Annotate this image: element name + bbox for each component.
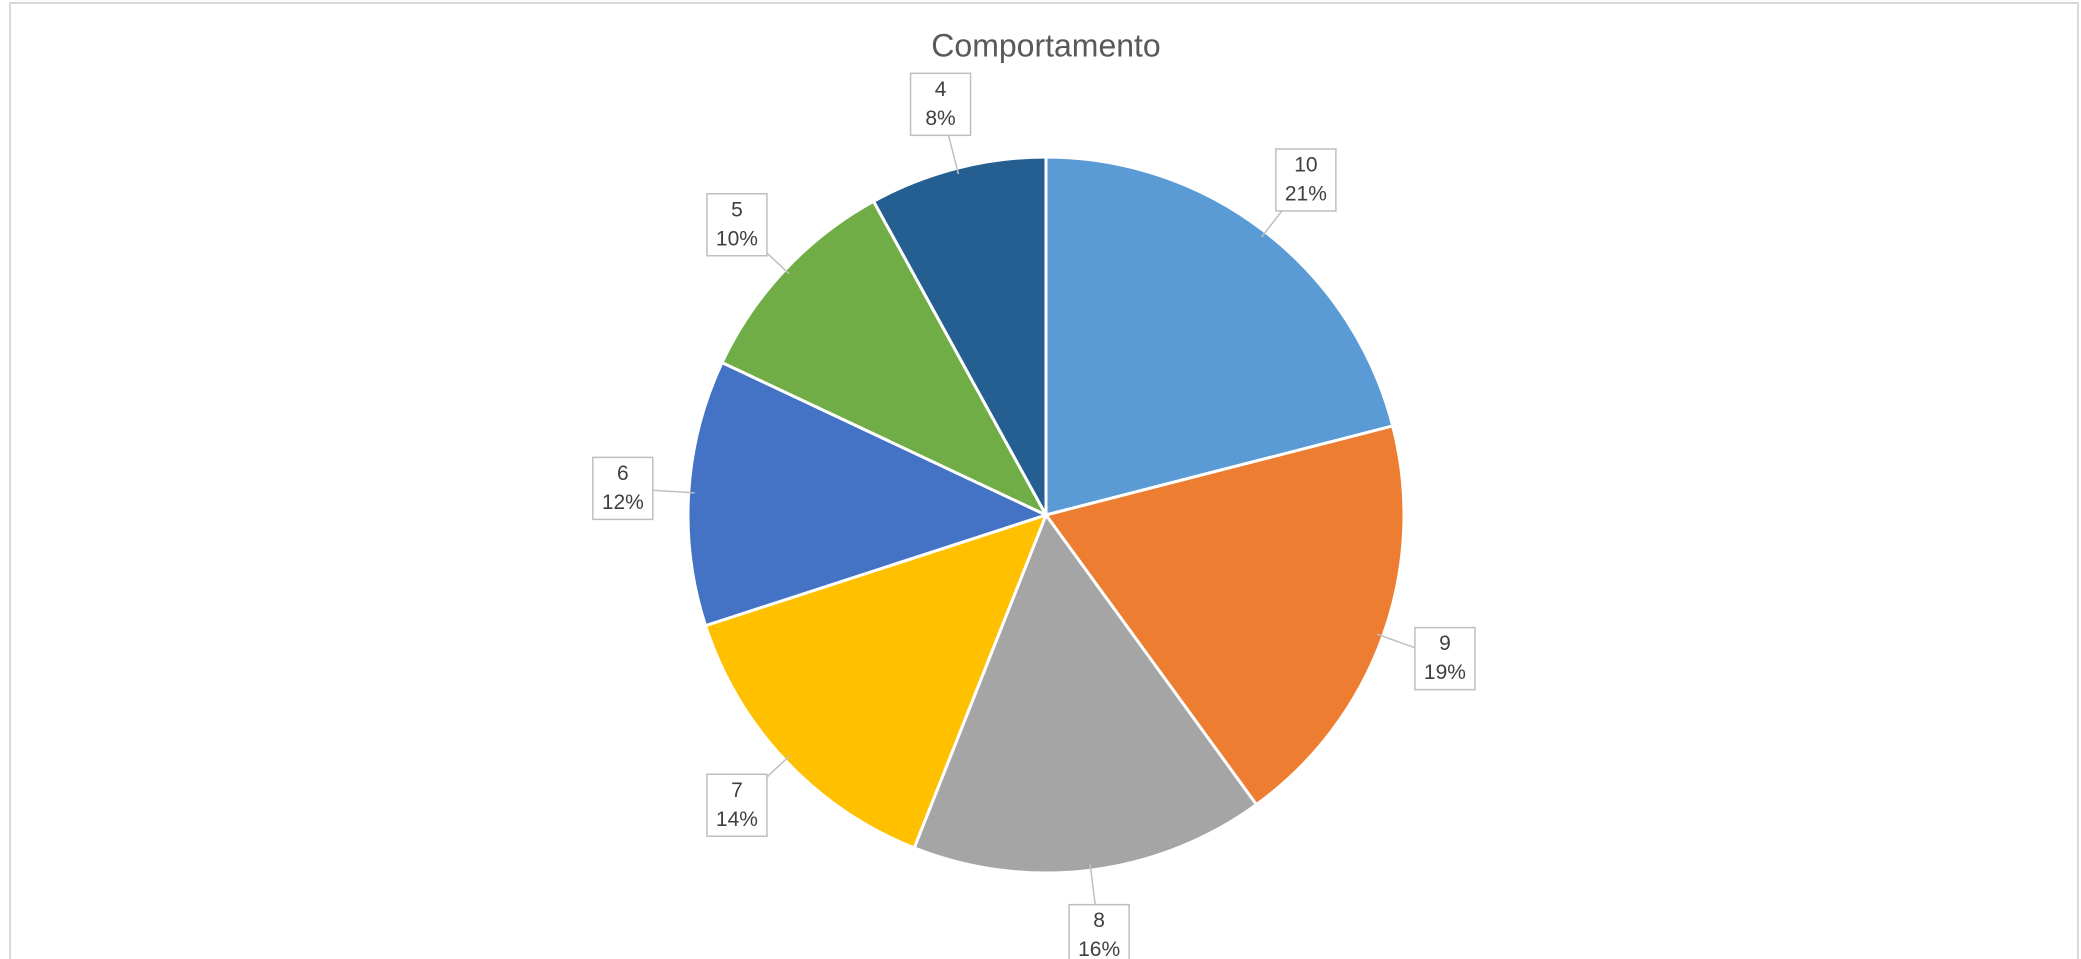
chart-title: Comportamento <box>931 27 1160 63</box>
category-label: 8 <box>1093 909 1105 932</box>
category-label: 5 <box>731 198 743 221</box>
label-box <box>592 456 654 521</box>
leader-line <box>652 489 695 494</box>
category-label: 6 <box>617 462 629 485</box>
value-label: 19% <box>1424 661 1466 684</box>
value-label: 21% <box>1285 183 1327 206</box>
label-box <box>1414 626 1476 691</box>
label-box <box>1275 148 1337 212</box>
category-label: 10 <box>1294 154 1317 177</box>
value-label: 16% <box>1078 938 1120 959</box>
label-box <box>1068 903 1130 959</box>
category-label: 4 <box>935 78 947 101</box>
value-label: 8% <box>925 107 955 130</box>
value-label: 14% <box>716 808 758 831</box>
leader-line <box>1089 864 1097 906</box>
label-box <box>706 773 768 837</box>
label-box <box>706 193 768 257</box>
category-label: 7 <box>731 779 743 802</box>
label-box <box>909 72 972 137</box>
value-label: 10% <box>716 227 758 250</box>
leader-line <box>947 133 960 175</box>
leader-line <box>1376 633 1417 650</box>
category-label: 9 <box>1439 632 1451 655</box>
value-label: 12% <box>602 491 644 514</box>
